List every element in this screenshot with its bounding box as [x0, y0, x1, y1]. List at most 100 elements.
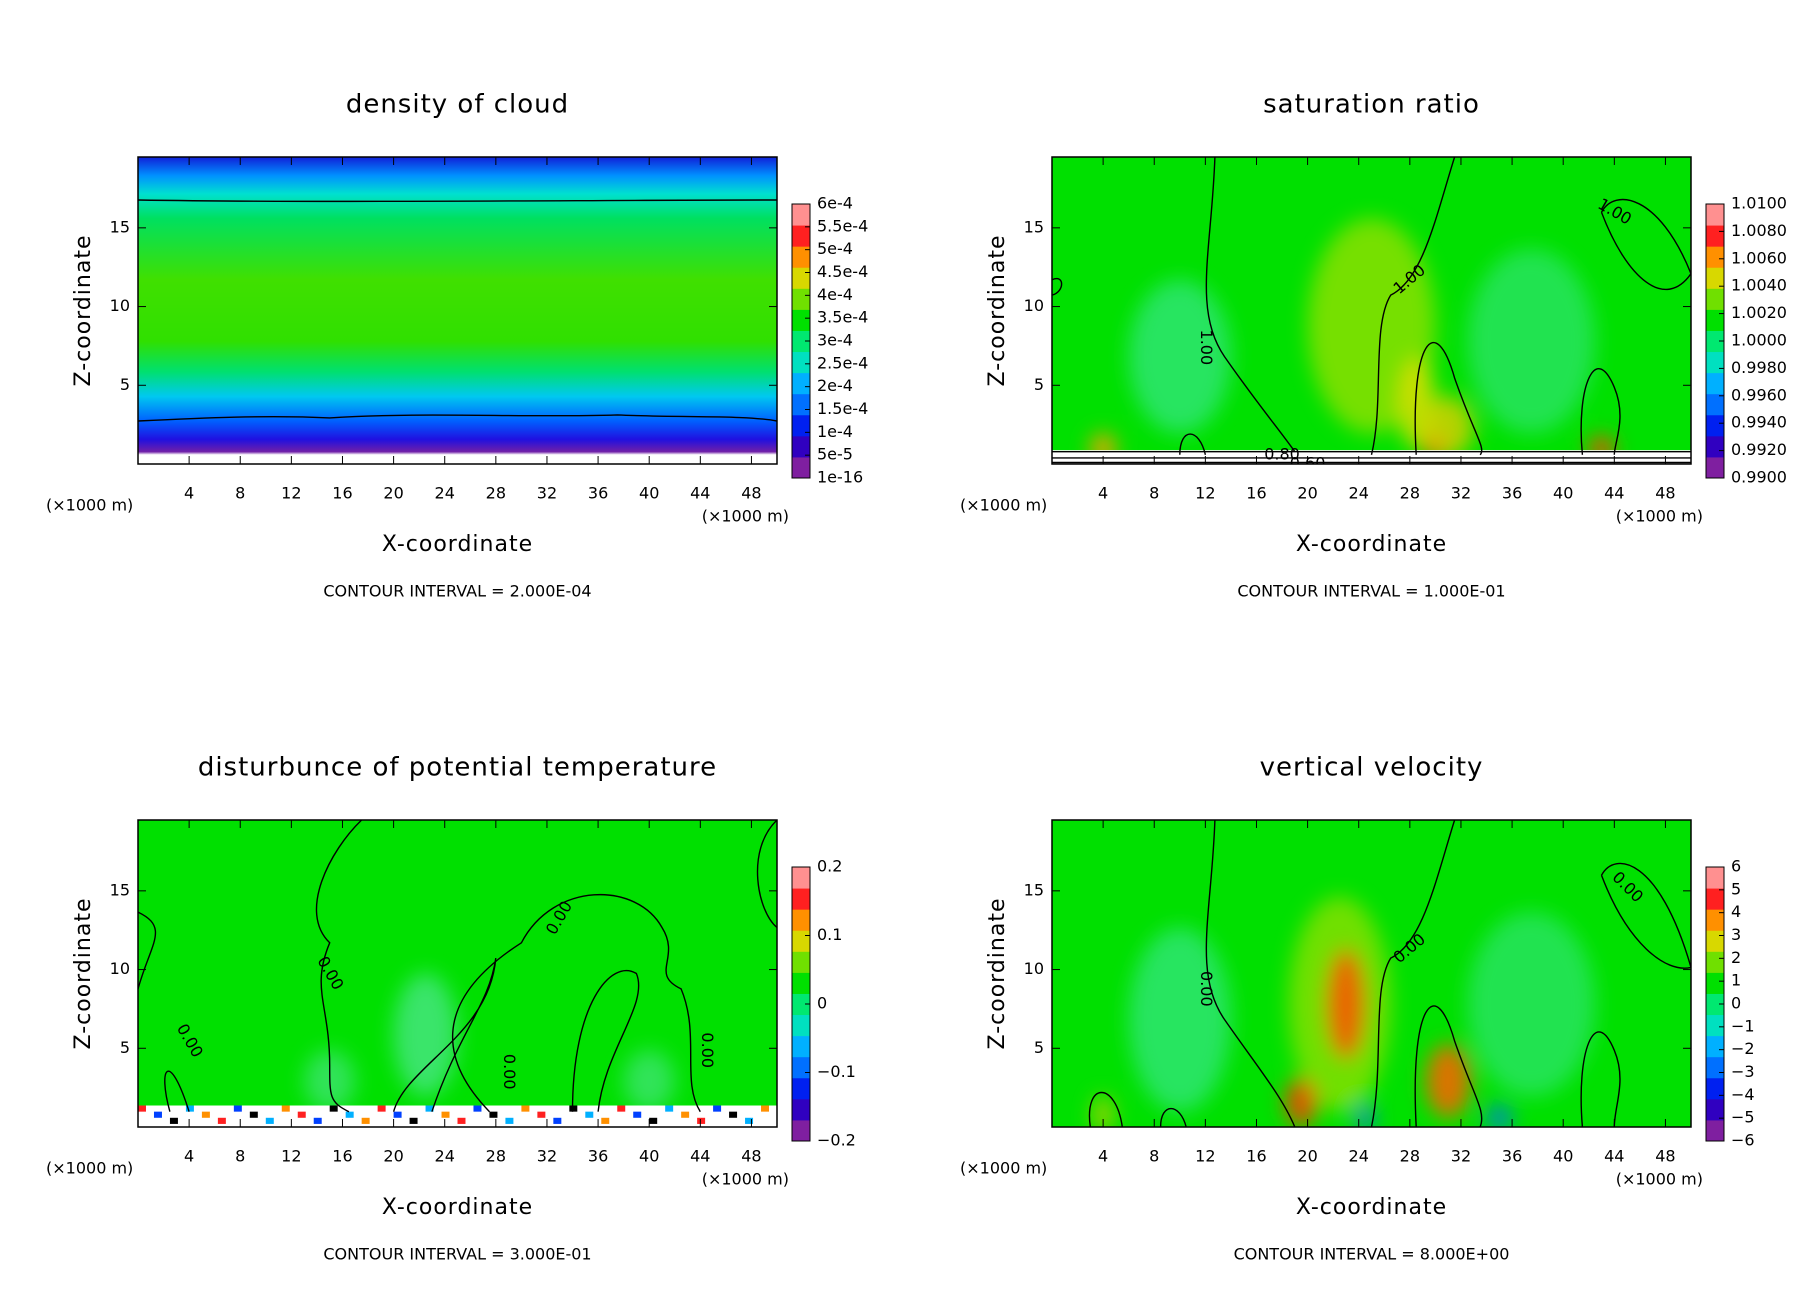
- x-unit: (×1000 m): [702, 507, 789, 526]
- plot-frame: [1051, 819, 1692, 1128]
- contour-line: [1414, 341, 1483, 456]
- colorbar-tick-label: 1.0040: [1731, 276, 1787, 295]
- x-tick-label: 4: [184, 1147, 194, 1166]
- colorbar-band: [792, 372, 810, 395]
- colorbar-band: [792, 930, 810, 952]
- x-tick-label: 32: [1451, 484, 1471, 503]
- field-noise: [617, 1105, 626, 1112]
- x-tick-label: 44: [690, 1147, 710, 1166]
- colorbar-tick-label: 2e-4: [817, 376, 853, 395]
- colorbar-band: [1706, 1035, 1724, 1058]
- x-tick-label: 40: [1553, 1147, 1573, 1166]
- field-blob: [1467, 249, 1596, 434]
- field-noise: [537, 1111, 546, 1118]
- colorbar-tick-label: 5e-5: [817, 445, 853, 464]
- colorbar-tick-label: 1.0000: [1731, 331, 1787, 350]
- colorbar-tick-label: 1.0060: [1731, 248, 1787, 267]
- y-tick-label: 5: [120, 1038, 130, 1057]
- contour-line: [1159, 1108, 1187, 1127]
- field-noise: [489, 1111, 498, 1118]
- field-noise: [329, 1105, 338, 1112]
- field-noise: [505, 1117, 514, 1124]
- colorbar-tick-label: 1.0020: [1731, 303, 1787, 322]
- colorbar-tick-label: −3: [1731, 1062, 1755, 1081]
- x-tick-label: 4: [1098, 1147, 1108, 1166]
- colorbar-tick-label: 1.5e-4: [817, 399, 868, 418]
- colorbar-band: [1706, 1098, 1724, 1121]
- y-tick-label: 15: [110, 880, 130, 899]
- field-blob: [1355, 1105, 1375, 1127]
- colorbar-band: [792, 993, 810, 1016]
- colorbar-band: [792, 972, 810, 994]
- field-blob: [393, 973, 458, 1097]
- x-tick-label: 40: [639, 484, 659, 503]
- contour-label: 0.80: [1264, 444, 1300, 463]
- field-noise: [473, 1105, 482, 1112]
- colorbar-tick-label: 3: [1731, 925, 1741, 944]
- colorbar-tick-label: 6e-4: [817, 194, 853, 213]
- colorbar-tick-label: −0.2: [817, 1131, 856, 1150]
- colorbar-band: [792, 267, 810, 289]
- colorbar-tick-label: 0: [1731, 994, 1741, 1013]
- x-tick-label: 48: [1655, 1147, 1675, 1166]
- x-tick-label: 4: [184, 484, 194, 503]
- colorbar-band: [1706, 330, 1724, 353]
- contour-label: 0.00: [1197, 971, 1216, 1007]
- colorbar-tick-label: 3e-4: [817, 331, 853, 350]
- colorbar-band: [1706, 1119, 1724, 1142]
- x-tick-label: 44: [1604, 484, 1624, 503]
- field-bg: [138, 820, 777, 1127]
- colorbar-band: [1706, 267, 1724, 289]
- x-unit: (×1000 m): [960, 1159, 1047, 1178]
- y-tick-label: 10: [1024, 959, 1044, 978]
- x-tick-label: 40: [1553, 484, 1573, 503]
- contour-label: 0.00: [500, 1054, 519, 1090]
- x-tick-label: 36: [1502, 1147, 1522, 1166]
- field-noise: [377, 1105, 386, 1112]
- x-tick-label: 28: [1400, 1147, 1420, 1166]
- field-noise: [569, 1105, 578, 1112]
- colorbar-tick-label: 0.9900: [1731, 468, 1787, 487]
- colorbar-tick-label: 1e-16: [817, 468, 863, 487]
- x-unit: (×1000 m): [960, 496, 1047, 515]
- colorbar-band: [792, 225, 810, 247]
- field-noise: [361, 1117, 370, 1124]
- x-unit: (×1000 m): [702, 1170, 789, 1189]
- field-noise: [697, 1117, 706, 1124]
- colorbar-band: [1706, 204, 1724, 226]
- field-noise: [153, 1111, 162, 1118]
- field-blob: [1422, 396, 1474, 458]
- field-bg: [138, 157, 777, 464]
- field-noise: [729, 1111, 738, 1118]
- contour-line: [164, 1070, 190, 1112]
- x-tick-label: 24: [1349, 484, 1369, 503]
- x-tick-label: 4: [1098, 484, 1108, 503]
- colorbar-tick-label: 0.9960: [1731, 385, 1787, 404]
- colorbar-tick-label: 4.5e-4: [817, 262, 868, 281]
- field-noise: [345, 1111, 354, 1118]
- field-noise: [633, 1111, 642, 1118]
- x-tick-label: 48: [741, 1147, 761, 1166]
- colorbar-band: [1706, 288, 1724, 310]
- contour-line: [1370, 157, 1456, 455]
- contour-line: [756, 820, 777, 929]
- colorbar-band: [1706, 888, 1724, 910]
- field-noise: [761, 1105, 770, 1112]
- colorbar-band: [1706, 993, 1724, 1016]
- x-tick-label: 44: [690, 484, 710, 503]
- x-tick-label: 16: [332, 1147, 352, 1166]
- chart-title: saturation ratio: [1263, 90, 1480, 120]
- contour-line: [1052, 277, 1063, 296]
- colorbar-tick-label: 1.0080: [1731, 221, 1787, 240]
- field-noise: [297, 1111, 306, 1118]
- x-tick-label: 44: [1604, 1147, 1624, 1166]
- x-tick-label: 20: [1297, 1147, 1317, 1166]
- field-blob: [1128, 927, 1231, 1112]
- y-axis-label: Z-coordinate: [71, 235, 96, 387]
- colorbar-tick-label: 2.5e-4: [817, 353, 868, 372]
- field-noise: [281, 1105, 290, 1112]
- plot-frame: [137, 819, 778, 1128]
- field-blob: [1285, 1077, 1318, 1127]
